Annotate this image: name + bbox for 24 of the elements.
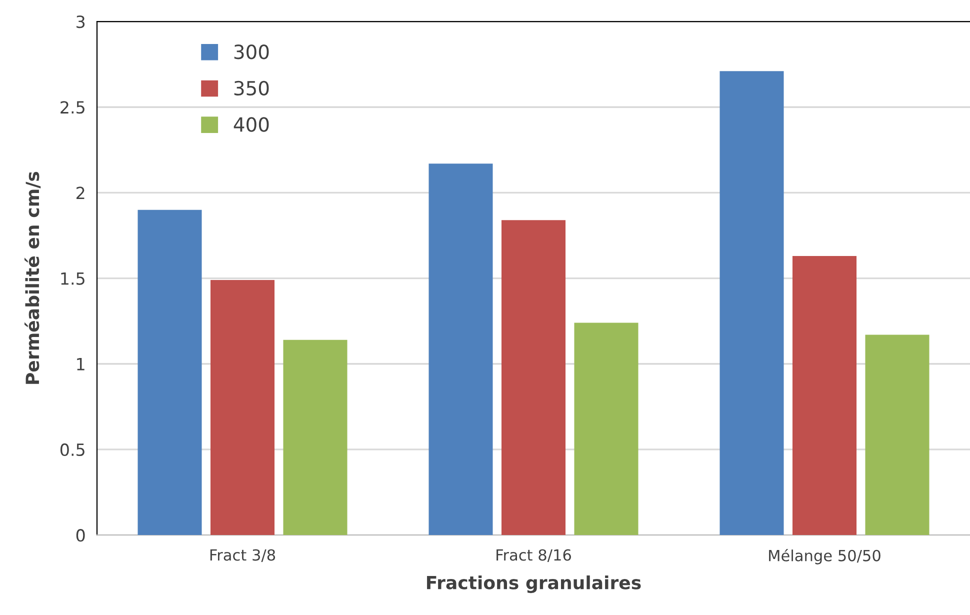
y-tick-label: 1 <box>77 358 84 370</box>
bar <box>865 334 930 536</box>
y-axis-title: Perméabilité en cm/s <box>24 172 41 384</box>
y-tick-label: 0.5 <box>60 443 84 456</box>
y-tick-label: 0 <box>76 529 85 542</box>
x-tick-label: Fract 3/8 <box>210 549 276 562</box>
bar <box>792 256 857 536</box>
y-tick-label: 3 <box>76 15 85 28</box>
bar <box>210 280 275 536</box>
bar <box>428 164 493 536</box>
bar <box>283 340 348 536</box>
y-tick-label: 2 <box>76 186 84 200</box>
x-axis-title: Fractions granulaires <box>427 575 641 594</box>
bar <box>574 322 638 536</box>
legend-label: 400 <box>234 117 269 132</box>
x-tick-label: Mélange 50/50 <box>769 548 880 564</box>
bar <box>720 71 784 536</box>
bar <box>138 210 202 536</box>
x-tick-label: Fract 8/16 <box>496 549 571 562</box>
y-tick-label: 2.5 <box>60 101 84 114</box>
bar <box>501 220 566 536</box>
y-tick-label: 1.5 <box>61 272 84 285</box>
legend-label: 300 <box>234 44 269 60</box>
legend-label: 350 <box>234 80 269 96</box>
